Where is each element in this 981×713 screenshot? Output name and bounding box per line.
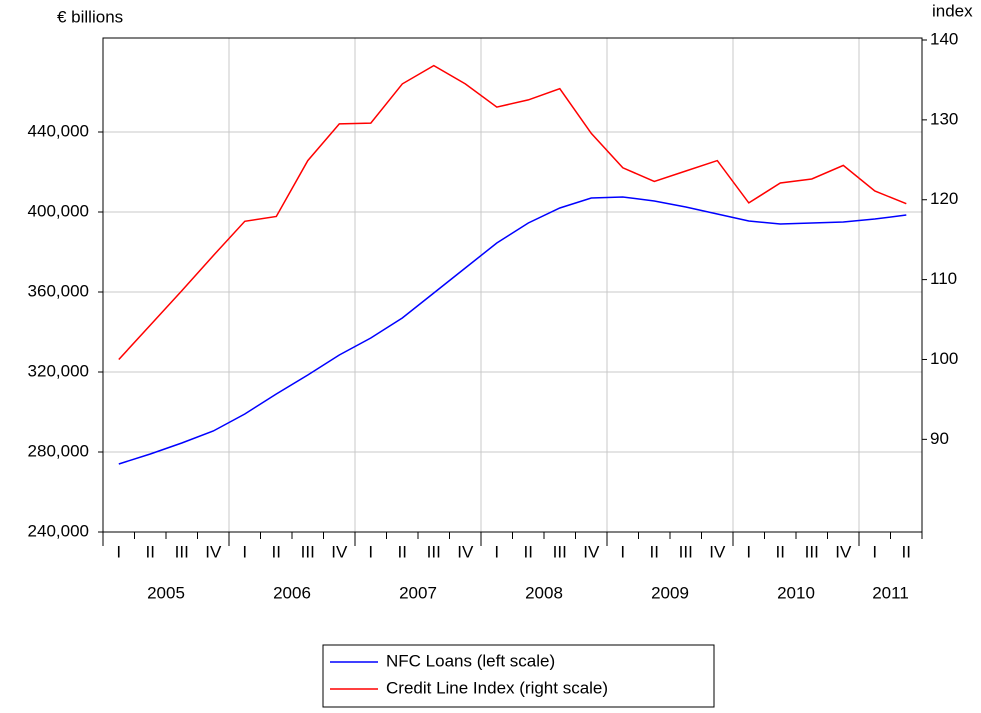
y2-tick-label: 130 — [930, 109, 958, 128]
y-tick-label: 320,000 — [28, 361, 89, 380]
year-label: 2007 — [399, 583, 437, 602]
x-tick-label: I — [242, 542, 247, 561]
y-tick-label: 440,000 — [28, 121, 89, 140]
x-tick-label: II — [650, 542, 659, 561]
y2-axis-label: index — [932, 1, 973, 20]
y2-tick-label: 90 — [930, 429, 949, 448]
x-tick-label: III — [427, 542, 441, 561]
x-tick-label: I — [494, 542, 499, 561]
y-tick-label: 280,000 — [28, 441, 89, 460]
x-tick-label: I — [746, 542, 751, 561]
x-tick-label: I — [872, 542, 877, 561]
legend-label: NFC Loans (left scale) — [386, 651, 555, 670]
y2-tick-label: 100 — [930, 349, 958, 368]
y-axis-label: € billions — [57, 7, 123, 26]
year-label: 2006 — [273, 583, 311, 602]
x-tick-label: III — [805, 542, 819, 561]
x-tick-label: III — [175, 542, 189, 561]
legend-label: Credit Line Index (right scale) — [386, 678, 608, 697]
x-tick-label: II — [398, 542, 407, 561]
x-tick-label: III — [301, 542, 315, 561]
year-label: 2008 — [525, 583, 563, 602]
y2-tick-label: 120 — [930, 189, 958, 208]
y2-tick-label: 110 — [930, 269, 957, 288]
x-tick-label: II — [146, 542, 155, 561]
x-tick-label: IV — [205, 542, 222, 561]
x-tick-label: II — [902, 542, 911, 561]
y2-tick-label: 140 — [930, 29, 958, 48]
x-tick-label: IV — [583, 542, 600, 561]
x-tick-label: I — [368, 542, 373, 561]
x-tick-label: I — [620, 542, 625, 561]
year-label: 2009 — [651, 583, 689, 602]
x-tick-label: IV — [835, 542, 852, 561]
x-tick-label: IV — [709, 542, 726, 561]
plot-frame — [102, 37, 923, 533]
x-tick-label: IV — [331, 542, 348, 561]
x-tick-label: II — [272, 542, 281, 561]
x-tick-label: II — [776, 542, 785, 561]
year-label: 2011 — [872, 583, 909, 602]
x-tick-label: III — [553, 542, 567, 561]
series-line — [118, 196, 907, 465]
series-line — [118, 64, 907, 361]
year-label: 2010 — [777, 583, 815, 602]
y-tick-label: 240,000 — [28, 521, 89, 540]
x-tick-label: II — [524, 542, 533, 561]
year-label: 2005 — [147, 583, 185, 602]
legend-box — [322, 644, 715, 708]
x-tick-label: IV — [457, 542, 474, 561]
y-tick-label: 360,000 — [28, 281, 89, 300]
x-tick-label: III — [679, 542, 693, 561]
y-tick-label: 400,000 — [28, 201, 89, 220]
x-tick-label: I — [116, 542, 121, 561]
